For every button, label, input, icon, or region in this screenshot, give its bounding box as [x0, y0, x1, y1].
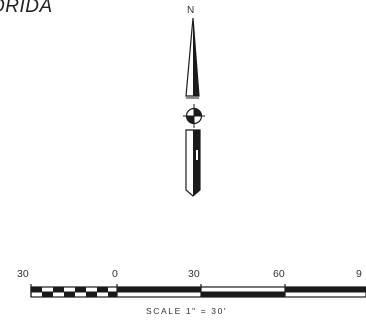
state-name-label: ORIDA — [0, 0, 53, 17]
scale-caption: SCALE 1" = 30' — [146, 306, 228, 316]
scale-tick-label: 30 — [188, 268, 200, 280]
scale-tick-label: 30 — [17, 268, 29, 280]
scale-tick-label: 60 — [273, 268, 285, 280]
north-letter: N — [187, 5, 195, 16]
scale-tick-label: 9 — [356, 268, 362, 280]
scale-tick-label: 0 — [112, 268, 118, 280]
